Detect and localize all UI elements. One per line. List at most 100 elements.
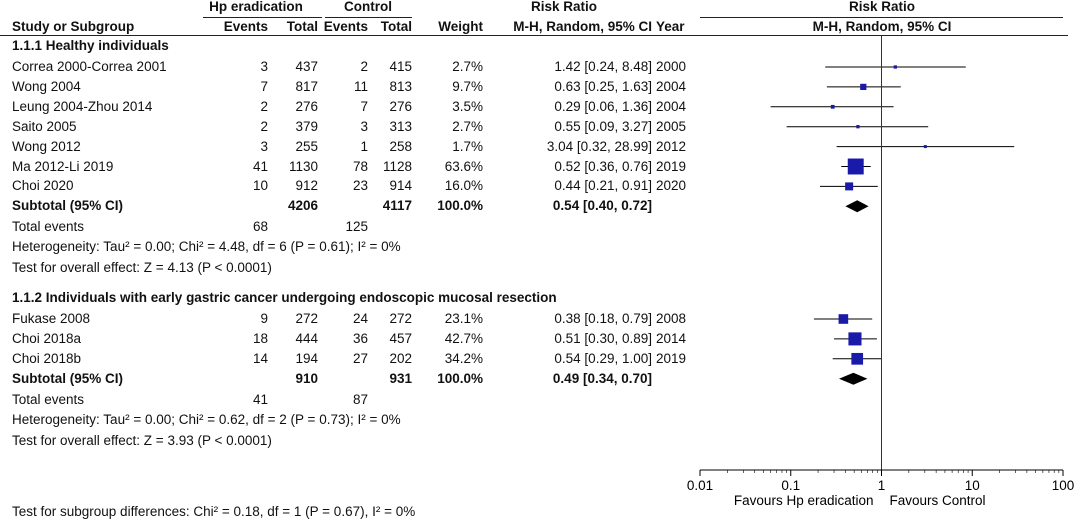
x-tick-label: 100 [1052,478,1075,493]
total1: 194 [295,350,318,366]
events2: 1 [360,138,368,154]
subtotal-ci: 0.49 [0.34, 0.70] [552,370,652,386]
x-tick-label: 0.01 [687,478,713,493]
weight: 2.7% [452,118,483,134]
total2: 457 [389,330,412,346]
total1: 276 [295,98,318,114]
total1: 272 [295,311,318,326]
weight: 9.7% [452,78,483,94]
year: 2008 [656,311,687,326]
heterogeneity: Heterogeneity: Tau² = 0.00; Chi² = 4.48,… [12,239,401,255]
subtotal-total2: 931 [389,370,412,386]
events1: 10 [252,178,268,194]
events2: 78 [352,158,368,174]
overall-effect: Test for overall effect: Z = 4.13 (P < 0… [12,260,272,276]
year: 2012 [656,138,687,154]
total1: 912 [295,178,318,194]
total-events1: 41 [252,391,268,407]
risk-ratio-ci: 0.29 [0.06, 1.36] [554,98,652,114]
events2: 7 [360,98,368,114]
effect-square [847,158,864,175]
x-tick-label: 10 [965,478,980,493]
col-year: Year [656,19,685,34]
favours-right: Favours Control [890,493,986,508]
risk-ratio-ci: 0.54 [0.29, 1.00] [554,350,652,366]
total-events-label: Total events [12,219,85,235]
events2: 36 [352,330,368,346]
col-method-right: M-H, Random, 95% CI [812,19,952,34]
effect-square [923,145,927,149]
header-rule [700,17,1063,18]
subtotal-ci: 0.54 [0.40, 0.72] [552,198,652,214]
total-events1: 68 [252,219,268,235]
header-rule [203,17,322,18]
subtotal-label: Subtotal (95% CI) [12,370,124,386]
study-name: Leung 2004-Zhou 2014 [12,98,153,114]
subtotal-diamond [838,372,868,385]
subtotal-total1: 910 [295,370,318,386]
weight: 23.1% [444,311,483,326]
subtotal-weight: 100.0% [437,198,483,214]
subtotal-total2: 4117 [382,198,412,214]
subtotal-diamond [845,200,869,213]
study-name: Fukase 2008 [12,311,91,326]
events2: 27 [352,350,368,366]
total-events-label: Total events [12,391,85,407]
events1: 7 [260,78,268,94]
effect-square [838,314,849,324]
effect-square [893,65,897,69]
effect-square [860,83,867,91]
subtotal-weight: 100.0% [437,370,483,386]
effect-square [845,182,854,191]
risk-ratio-ci: 0.38 [0.18, 0.79] [554,311,652,326]
events1: 14 [252,350,268,366]
col-total1: Total [286,19,318,34]
total2: 258 [389,138,412,154]
events2: 3 [360,118,368,134]
events1: 41 [252,158,268,174]
header-rule [325,17,412,18]
total1: 444 [295,330,318,346]
year: 2019 [656,158,687,174]
weight: 3.5% [452,98,483,114]
total2: 276 [389,98,412,114]
risk-ratio-ci: 1.42 [0.24, 8.48] [554,59,652,74]
weight: 16.0% [444,178,483,194]
events2: 11 [353,78,368,94]
risk-ratio-ci: 0.52 [0.36, 0.76] [554,158,652,174]
col-method-left: M-H, Random, 95% CI [513,19,652,34]
year: 2000 [656,59,687,74]
header-rr-right: Risk Ratio [848,0,916,14]
total2: 272 [389,311,412,326]
weight: 1.7% [452,138,483,154]
study-name: Choi 2018a [12,330,82,346]
header-group2: Control [344,0,392,14]
total2: 813 [389,78,412,94]
total2: 313 [389,118,412,134]
col-events2: Events [323,19,368,34]
events2: 2 [360,59,368,74]
risk-ratio-ci: 0.44 [0.21, 0.91] [554,178,652,194]
effect-square [851,352,864,365]
year: 2019 [656,350,687,366]
total-events2: 125 [345,219,368,235]
risk-ratio-ci: 3.04 [0.32, 28.99] [546,138,652,154]
col-weight: Weight [438,19,483,34]
total-events2: 87 [352,391,368,407]
weight: 42.7% [444,330,483,346]
events1: 3 [260,138,268,154]
events2: 24 [352,311,368,326]
year: 2005 [656,118,687,134]
total2: 202 [389,350,412,366]
total1: 817 [295,78,318,94]
total2: 415 [389,59,412,74]
study-name: Wong 2012 [12,138,81,154]
year: 2020 [656,178,687,194]
total2: 914 [389,178,412,194]
study-name: Choi 2020 [12,178,74,194]
subgroup-title: 1.1.1 Healthy individuals [12,38,169,53]
events1: 18 [252,330,268,346]
subgroup-differences: Test for subgroup differences: Chi² = 0.… [12,504,416,519]
subgroup-title: 1.1.2 Individuals with early gastric can… [12,290,557,305]
